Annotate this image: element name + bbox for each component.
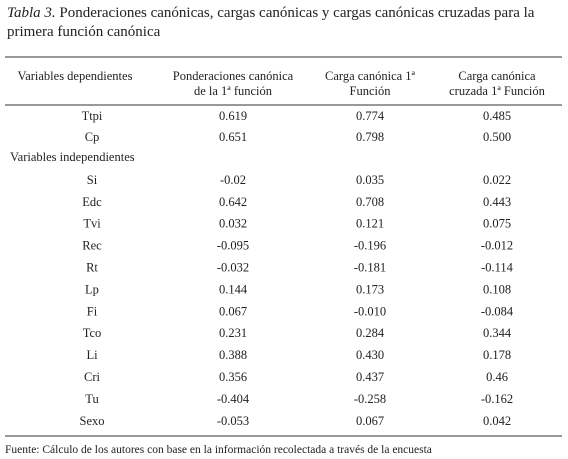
column-header: Carga canónica 1ª (325, 69, 416, 83)
row-label: Edc (82, 195, 102, 209)
cell: -0.181 (354, 260, 386, 274)
cell: -0.02 (220, 173, 246, 187)
cell: -0.010 (354, 304, 386, 318)
column-header: cruzada 1ª Función (449, 84, 546, 98)
row-label: Si (87, 173, 98, 187)
column-header: Variables dependientes (18, 69, 133, 83)
cell: -0.162 (481, 392, 513, 406)
cell: 0.708 (356, 195, 384, 209)
cell: -0.012 (481, 239, 513, 253)
cell: 0.231 (219, 326, 247, 340)
cell: 0.430 (356, 348, 384, 362)
row-label: Tvi (83, 217, 101, 231)
caption: Tabla 3. Ponderaciones canónicas, cargas… (7, 4, 559, 42)
row-label: Cri (84, 370, 101, 384)
row-label: Tu (85, 392, 99, 406)
cell: 0.067 (356, 414, 384, 428)
cell: 0.356 (219, 370, 247, 384)
row-label: Tco (83, 326, 102, 340)
cell: 0.485 (483, 109, 511, 123)
row-label: Lp (85, 282, 99, 296)
cell: 0.774 (356, 109, 385, 123)
caption-label: Tabla 3. (7, 5, 56, 21)
column-header: Función (350, 84, 392, 98)
table: Variables dependientes Ponderaciones canó… (5, 56, 562, 437)
cell: 0.642 (219, 195, 247, 209)
cell: -0.032 (217, 260, 249, 274)
row-label: Ttpi (82, 109, 103, 123)
cell: 0.46 (486, 370, 508, 384)
row-label: Cp (85, 130, 100, 144)
cell: -0.404 (217, 392, 250, 406)
cell: 0.443 (483, 195, 511, 209)
cell: 0.500 (483, 130, 511, 144)
cell: 0.075 (483, 217, 511, 231)
cell: 0.284 (356, 326, 385, 340)
column-header: de la 1ª función (194, 84, 273, 98)
row-label: Rec (82, 239, 102, 253)
cell: -0.258 (354, 392, 386, 406)
cell: -0.053 (217, 414, 249, 428)
cell: -0.084 (481, 304, 514, 318)
row-label: Fi (87, 304, 98, 318)
cell: 0.032 (219, 217, 247, 231)
cell: 0.651 (219, 130, 247, 144)
section-label: Variables independientes (10, 150, 135, 164)
cell: 0.035 (356, 173, 384, 187)
cell: 0.388 (219, 348, 247, 362)
cell: 0.437 (356, 370, 384, 384)
cell: 0.022 (483, 173, 511, 187)
cell: 0.144 (219, 282, 248, 296)
cell: -0.095 (217, 239, 249, 253)
cell: 0.173 (356, 282, 384, 296)
cell: 0.067 (219, 304, 247, 318)
cell: 0.344 (483, 326, 512, 340)
cell: 0.619 (219, 109, 247, 123)
cell: 0.178 (483, 348, 511, 362)
cell: 0.798 (356, 130, 384, 144)
column-header: Ponderaciones canónica (173, 69, 294, 83)
caption-text: Ponderaciones canónicas, cargas canónica… (7, 5, 535, 40)
cell: 0.042 (483, 414, 511, 428)
footer: Fuente: Cálculo de los autores con base … (5, 444, 432, 456)
cell: -0.196 (354, 239, 386, 253)
cell: -0.114 (481, 260, 514, 274)
cell: 0.108 (483, 282, 511, 296)
cell: 0.121 (356, 217, 384, 231)
row-label: Li (86, 348, 98, 362)
row-label: Rt (86, 260, 98, 274)
column-header: Carga canónica (458, 69, 536, 83)
row-label: Sexo (80, 414, 105, 428)
